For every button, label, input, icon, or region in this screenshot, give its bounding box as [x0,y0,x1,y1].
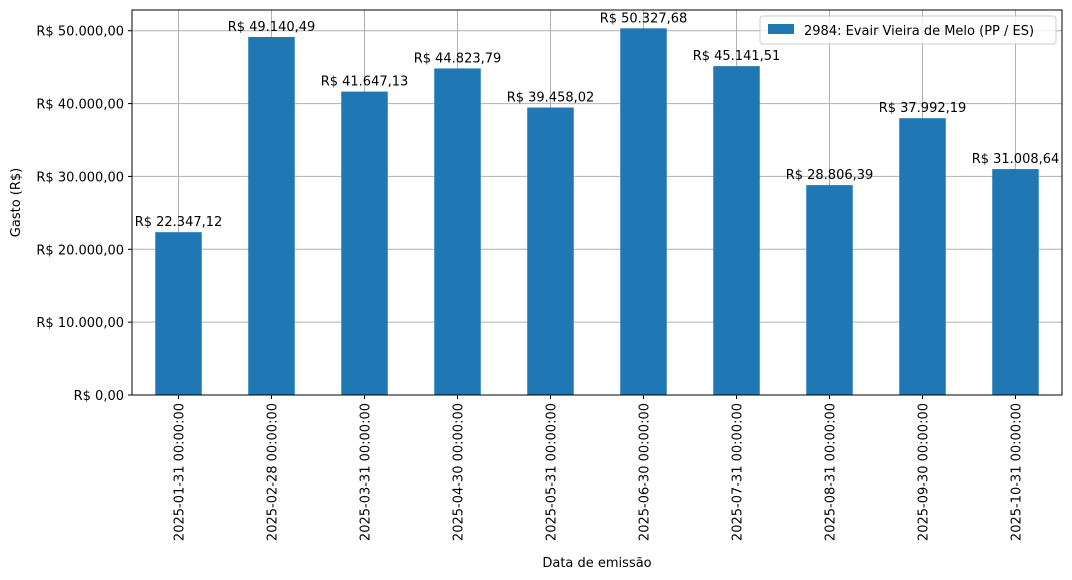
bar-value-label: R$ 44.823,79 [414,51,502,66]
bar-value-label: R$ 45.141,51 [693,49,781,64]
bar [155,232,202,395]
y-tick-label: R$ 10.000,00 [36,316,124,331]
x-tick-label: 2025-03-31 00:00:00 [359,403,374,541]
bar [341,91,388,396]
ticks: R$ 0,00 R$ 10.000,00 R$ 20.000,00 R$ 30.000… [36,25,1024,541]
bar-value-label: R$ 41.647,13 [321,75,409,90]
legend-box [759,15,1057,45]
bar-value-label: R$ 39.458,02 [507,91,595,106]
y-tick-label: R$ 0,00 [74,389,124,404]
x-tick-label: 2025-02-28 00:00:00 [266,403,281,541]
x-tick-label: 2025-01-31 00:00:00 [173,403,188,541]
bar-value-label: R$ 37.992,19 [879,101,967,116]
x-tick-label: 2025-05-31 00:00:00 [545,403,560,541]
bar-value-label: R$ 50.327,68 [600,11,688,26]
x-tick-label: 2025-08-31 00:00:00 [824,403,839,541]
y-tick-label: R$ 20.000,00 [36,243,124,258]
bar-value-label: R$ 22.347,12 [135,215,223,230]
x-tick-label: 2025-07-31 00:00:00 [731,403,746,541]
y-tick-label: R$ 50.000,00 [36,25,124,40]
bar-value-label: R$ 28.806,39 [786,168,874,183]
bar-value-label: R$ 31.008,64 [972,152,1060,167]
plot-frame [131,9,1063,396]
bar [527,107,574,396]
legend: 2984: Evair Vieira de Melo (PP / ES) [759,15,1057,45]
legend-swatch [768,24,794,34]
bar [806,185,853,395]
x-tick-label: 2025-10-31 00:00:00 [1010,403,1025,541]
x-tick-label: 2025-06-30 00:00:00 [638,403,653,541]
bar [899,118,946,395]
bar [434,68,481,395]
data-labels: R$ 22.347,12 R$ 49.140,49 R$ 41.647,13 R$ 4… [135,11,1060,230]
bar [248,36,295,396]
bar [620,28,667,395]
bar-value-label: R$ 49.140,49 [228,20,316,35]
bar [713,66,760,395]
bars [155,28,1039,396]
y-axis-label: Gasto (R$) [9,168,24,237]
x-axis-label: Data de emissão [542,556,651,571]
y-tick-label: R$ 40.000,00 [36,98,124,113]
legend-entry-label: 2984: Evair Vieira de Melo (PP / ES) [804,24,1034,39]
bar [992,169,1039,395]
y-tick-label: R$ 30.000,00 [36,170,124,185]
x-tick-label: 2025-09-30 00:00:00 [917,403,932,541]
x-tick-label: 2025-04-30 00:00:00 [452,403,467,541]
